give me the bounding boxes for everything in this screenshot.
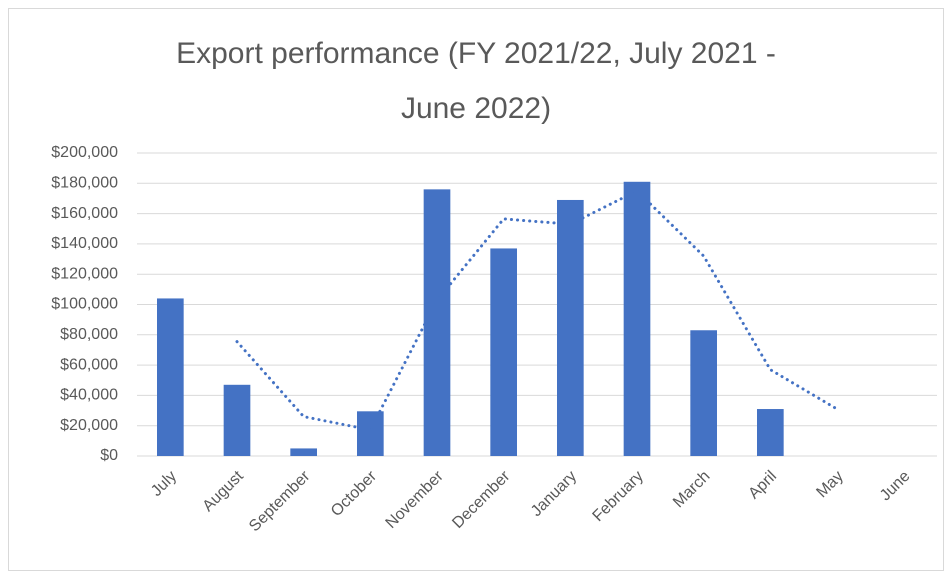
bar: [690, 330, 717, 456]
y-tick-label: $100,000: [51, 296, 118, 313]
y-tick-label: $0: [100, 447, 118, 464]
y-tick-label: $40,000: [60, 387, 118, 404]
bar: [223, 384, 251, 456]
bar: [423, 189, 451, 457]
y-tick-label: $180,000: [51, 175, 118, 192]
y-tick-label: $60,000: [60, 356, 118, 373]
y-tick-label: $80,000: [60, 326, 118, 343]
bar: [290, 448, 317, 456]
y-tick-label: $120,000: [51, 265, 118, 282]
bar: [557, 199, 584, 456]
y-tick-label: $200,000: [51, 144, 118, 161]
chart-border: [8, 8, 944, 571]
bar: [623, 181, 651, 456]
y-tick-label: $160,000: [51, 205, 118, 222]
bar: [157, 298, 184, 456]
bar: [490, 248, 517, 456]
y-tick-label: $20,000: [60, 417, 118, 434]
y-tick-label: $140,000: [51, 235, 118, 252]
chart-title: Export performance (FY 2021/22, July 202…: [176, 37, 776, 125]
bar: [757, 409, 784, 456]
trend-line: [235, 189, 839, 432]
bar: [357, 411, 384, 456]
